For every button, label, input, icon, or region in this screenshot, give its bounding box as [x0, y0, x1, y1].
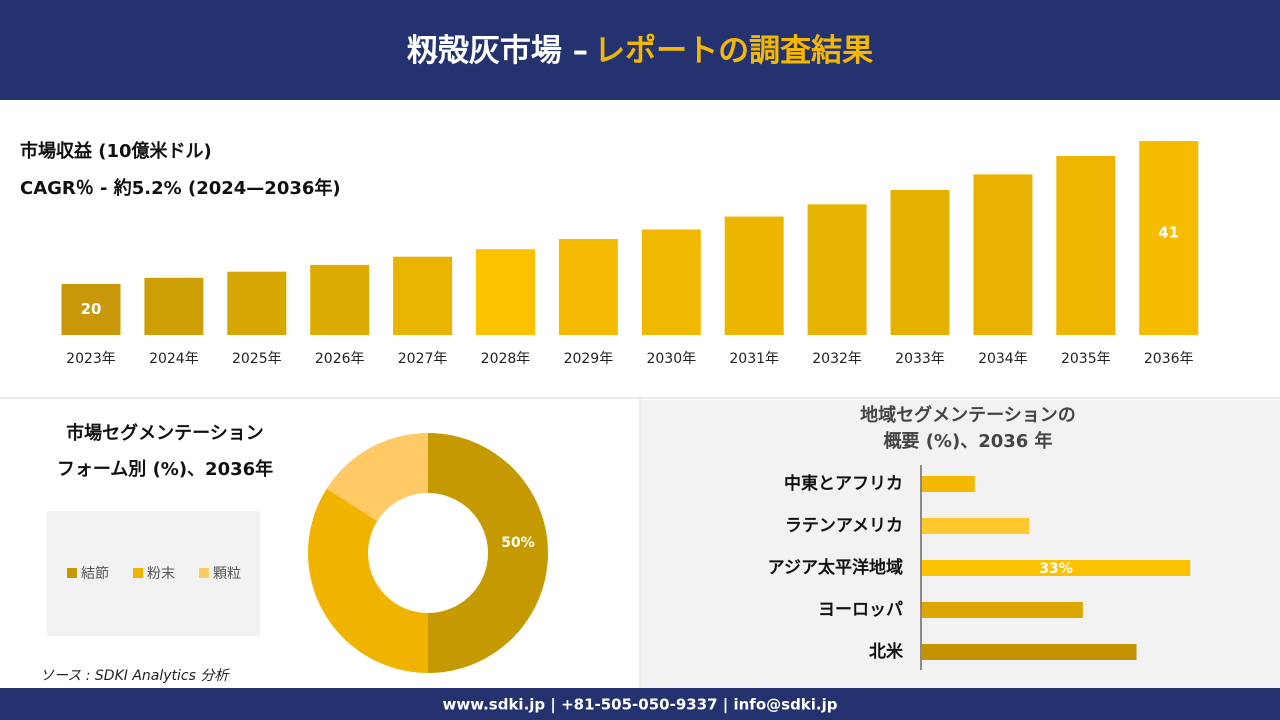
footer-contact: www.sdki.jp | +81-505-050-9337 | info@sd… [442, 696, 837, 715]
header-title: 籾殻灰市場 – レポートの調査結果 [407, 33, 873, 69]
bar [922, 560, 1191, 576]
bar [476, 249, 535, 335]
legend-label: 粉末 [147, 566, 175, 582]
chart-title: フォーム別 (%)、2036年 [57, 458, 273, 480]
bar [922, 518, 1030, 534]
x-tick-label: 2026年 [315, 351, 365, 367]
header-band [0, 0, 1280, 100]
chart-title: 市場収益 (10億米ドル) [20, 140, 212, 162]
x-tick-label: 2036年 [1144, 351, 1194, 367]
x-tick-label: 2028年 [481, 351, 531, 367]
footer-band [0, 688, 1280, 720]
y-tick-label: 北米 [869, 641, 904, 662]
bar [1139, 141, 1199, 335]
bar [922, 602, 1083, 618]
donut-segment [428, 433, 548, 673]
x-tick-label: 2031年 [729, 351, 779, 367]
source-note: ソース : SDKI Analytics 分析 [40, 668, 230, 684]
chart-subtitle: CAGR％ - 約5.2% (2024—2036年) [20, 177, 341, 199]
bar [144, 277, 204, 335]
title-main: 籾殻灰市場 – [407, 33, 588, 69]
bar [641, 229, 701, 335]
title-accent: レポートの調査結果 [594, 33, 873, 69]
legend-box [47, 511, 260, 636]
x-tick-label: 2035年 [1061, 351, 1111, 367]
y-tick-label: アジア太平洋地域 [768, 557, 903, 578]
donut-segment [326, 433, 428, 521]
x-tick-label: 2029年 [564, 351, 614, 367]
x-tick-label: 2027年 [398, 351, 448, 367]
legend-label: 顆粒 [213, 566, 241, 582]
bar [61, 283, 121, 335]
legend-swatch [67, 568, 77, 578]
bar [724, 216, 784, 335]
data-label: 50% [501, 535, 535, 551]
bar [1056, 155, 1116, 335]
legend-label: 結節 [81, 565, 109, 582]
bar [310, 264, 370, 335]
bar [227, 271, 287, 335]
chart-title: 地域セグメンテーションの [860, 404, 1076, 426]
bar [922, 644, 1137, 660]
bar [973, 174, 1033, 335]
right-panel [641, 400, 1280, 688]
x-tick-label: 2023年 [66, 351, 116, 367]
legend-swatch [199, 568, 209, 578]
y-tick-label: 中東とアフリカ [784, 473, 903, 494]
x-tick-label: 2033年 [895, 351, 945, 367]
x-tick-label: 2025年 [232, 351, 282, 367]
x-tick-label: 2030年 [646, 351, 696, 367]
bar [558, 239, 618, 335]
x-tick-label: 2024年 [149, 351, 199, 367]
legend-swatch [133, 568, 143, 578]
bar [922, 476, 975, 492]
data-label: 33% [1039, 561, 1073, 577]
bar [890, 190, 950, 335]
donut-segment [308, 488, 428, 673]
bar [393, 256, 453, 335]
x-tick-label: 2032年 [812, 351, 862, 367]
chart-title: 市場セグメンテーション [66, 422, 264, 444]
y-tick-label: ラテンアメリカ [785, 516, 903, 536]
y-tick-label: ヨーロッパ [818, 600, 903, 620]
x-tick-label: 2034年 [978, 351, 1028, 367]
bar [807, 204, 867, 335]
data-label: 20 [81, 300, 102, 318]
chart-title: 概要 (%)、2036 年 [883, 430, 1052, 452]
data-label: 41 [1158, 224, 1179, 242]
